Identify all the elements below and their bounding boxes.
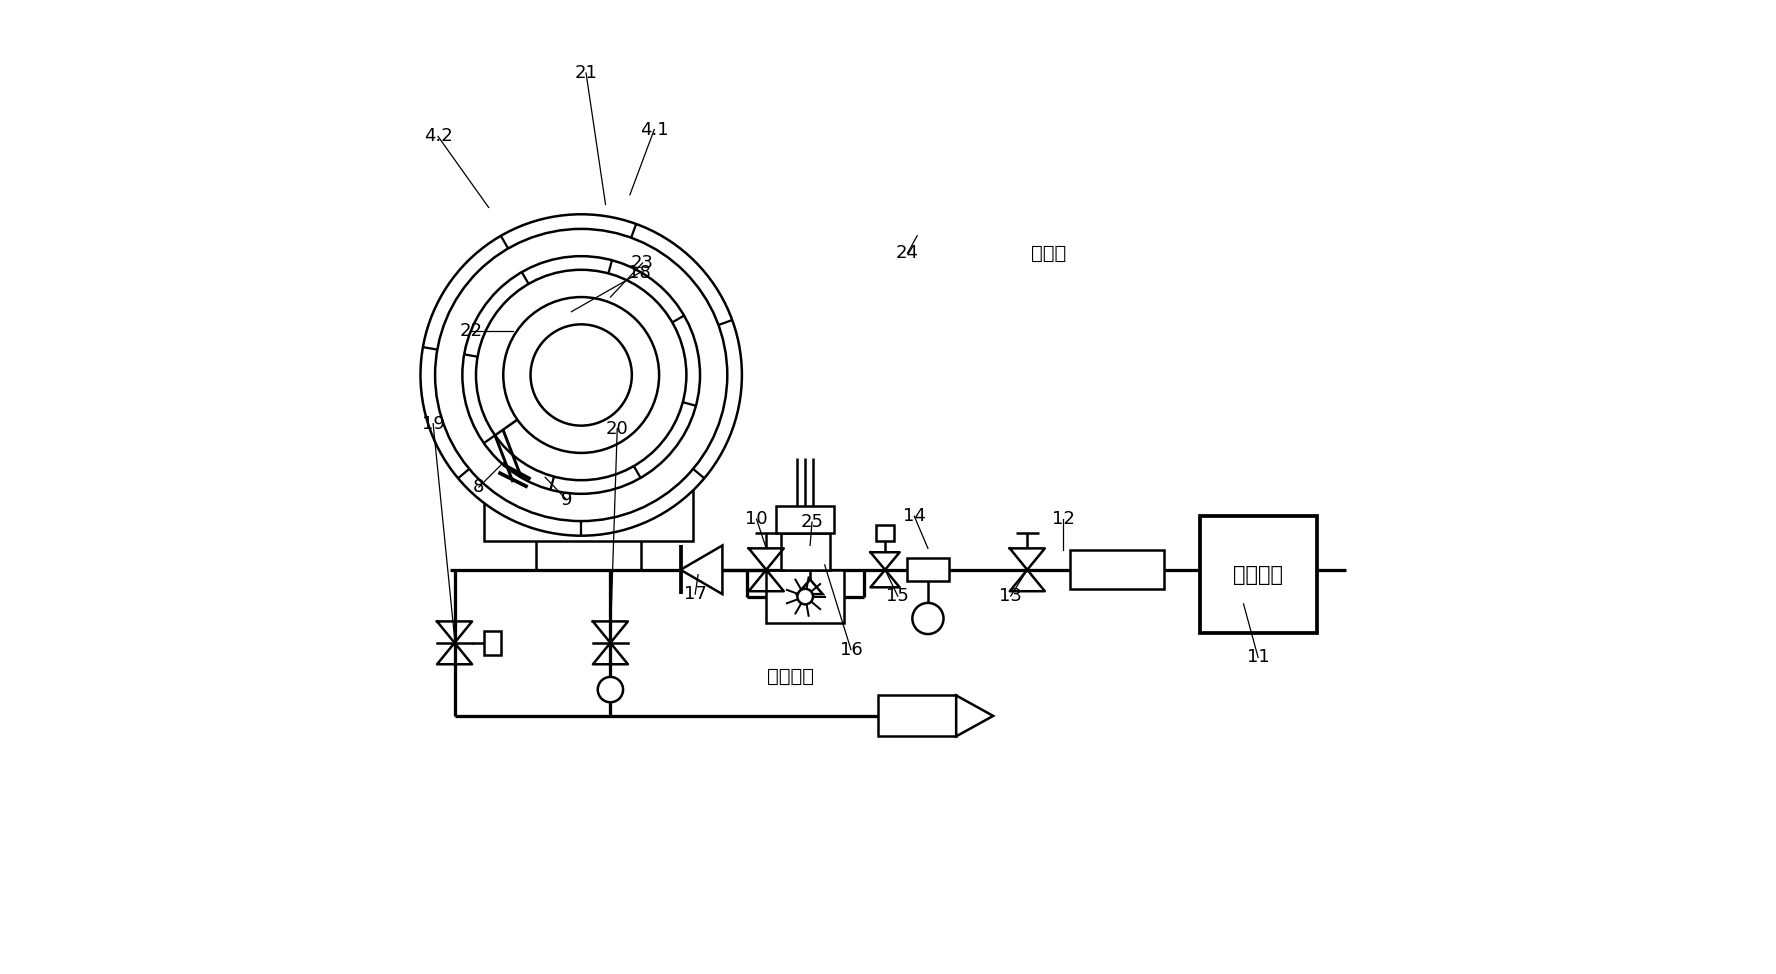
Circle shape [435,229,728,521]
Text: 排气口: 排气口 [1032,244,1066,263]
Text: 8: 8 [472,478,485,496]
Text: 21: 21 [575,64,597,82]
Text: 4.2: 4.2 [424,128,453,145]
Circle shape [421,214,742,536]
Circle shape [476,270,686,480]
Text: 24: 24 [895,244,918,262]
Text: 15: 15 [886,587,909,605]
Bar [483,631,501,655]
Circle shape [599,677,623,702]
Text: 9: 9 [561,491,572,508]
Text: 4.1: 4.1 [639,121,668,138]
Text: 19: 19 [421,415,444,432]
Bar [879,695,955,736]
Text: 22: 22 [460,322,483,340]
Text: 17: 17 [684,585,707,603]
Bar [1199,516,1316,633]
Bar [1071,550,1163,589]
Text: 干冰粉末: 干冰粉末 [767,667,813,687]
Text: 13: 13 [1000,587,1023,605]
Bar [906,558,950,581]
Text: 16: 16 [840,641,863,658]
Bar [483,482,693,541]
Polygon shape [955,695,993,736]
Text: 高压气源: 高压气源 [1233,565,1282,584]
Circle shape [462,256,700,494]
Circle shape [531,324,632,426]
Text: 14: 14 [902,507,925,525]
Circle shape [503,297,659,453]
Text: 23: 23 [630,254,654,272]
Bar [876,525,893,541]
Bar [776,506,835,533]
Text: 25: 25 [801,513,824,531]
Polygon shape [680,545,723,594]
Circle shape [913,603,943,634]
Text: 10: 10 [746,510,767,528]
Circle shape [797,588,813,604]
Text: 11: 11 [1247,649,1270,666]
Bar [781,533,829,570]
Bar [765,570,844,623]
Text: 18: 18 [629,264,652,281]
Text: 12: 12 [1051,510,1074,528]
Polygon shape [797,580,822,594]
Text: 20: 20 [606,420,629,437]
